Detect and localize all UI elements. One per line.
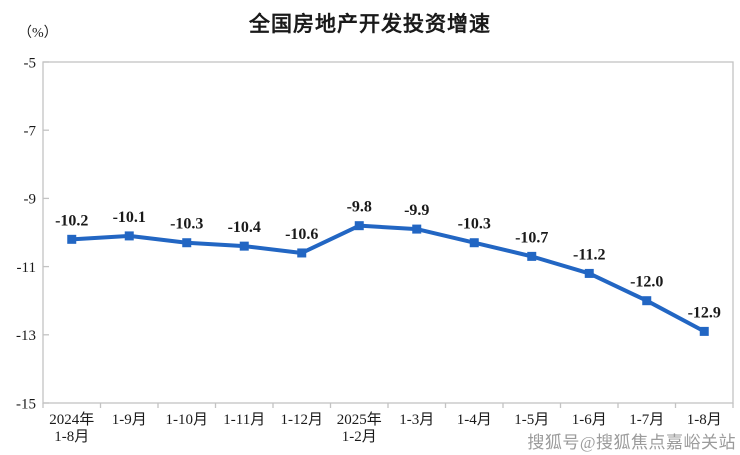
x-axis-category-label: 1-10月 (166, 412, 209, 428)
x-axis-category-label: 1-8月 (687, 412, 722, 428)
data-point-label: -10.1 (113, 209, 146, 226)
data-point-marker (182, 238, 192, 248)
x-axis-category-label: 2025年 1-2月 (337, 411, 382, 445)
data-point-label: -12.9 (688, 304, 721, 321)
data-point-marker (642, 296, 652, 306)
data-point-label: -10.3 (170, 216, 203, 233)
x-axis-category-label: 1-11月 (223, 412, 265, 428)
y-axis-tick-label: -11 (17, 260, 36, 276)
data-point-label: -10.7 (515, 229, 548, 246)
x-axis-category-label: 1-5月 (514, 412, 549, 428)
data-line (71, 223, 706, 334)
data-point-marker (67, 234, 77, 244)
x-axis-category-label: 1-6月 (572, 412, 607, 428)
data-point-marker (354, 221, 364, 231)
y-axis-tick-label: -7 (24, 123, 37, 139)
x-axis-category-label: 1-12月 (281, 412, 324, 428)
x-axis-category-label: 1-3月 (399, 412, 434, 428)
plot-border (42, 61, 734, 404)
data-point-label: -9.9 (404, 202, 429, 219)
data-point-marker (699, 326, 709, 336)
data-point-label: -10.6 (285, 226, 318, 243)
y-axis-tick-label: -9 (24, 192, 37, 208)
data-point-label: -10.3 (458, 216, 491, 233)
x-axis-category-label: 1-4月 (457, 412, 492, 428)
data-point-marker (239, 241, 249, 251)
x-axis-category-label: 1-7月 (629, 412, 664, 428)
data-point-label: -12.0 (630, 274, 663, 291)
y-axis-tick-label: -15 (16, 396, 36, 412)
data-point-marker (584, 268, 594, 278)
x-axis-category-label: 2024年 1-8月 (49, 411, 94, 445)
y-axis-unit-label: （%） (18, 26, 58, 41)
y-axis-tick-label: -5 (24, 55, 37, 71)
data-point-marker (527, 251, 537, 261)
data-point-marker (124, 231, 134, 241)
data-point-label: -9.8 (347, 199, 372, 216)
chart-title: 全国房地产开发投资增速 (249, 13, 491, 36)
data-point-marker (469, 238, 479, 248)
y-axis-tick-label: -13 (16, 328, 36, 344)
data-point-label: -11.2 (573, 246, 605, 263)
data-point-marker (412, 224, 422, 234)
data-point-marker (297, 248, 307, 258)
watermark-text: 搜狐号@搜狐焦点嘉峪关站 (527, 433, 736, 452)
data-point-label: -10.2 (55, 212, 88, 229)
data-point-label: -10.4 (228, 219, 261, 236)
x-axis-category-label: 1-9月 (112, 412, 147, 428)
